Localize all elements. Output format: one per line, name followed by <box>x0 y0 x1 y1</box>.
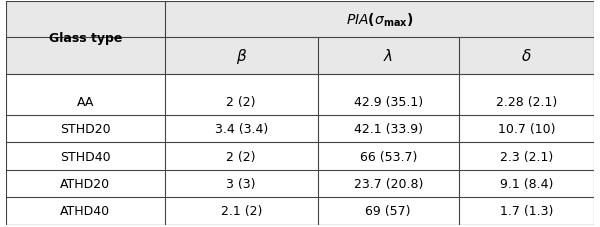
Text: 2.3 (2.1): 2.3 (2.1) <box>500 150 553 163</box>
Text: $\mathbf{\mathit{PIA}}$$\mathbf{(}$$\sigma$$_{\mathbf{max}}$$\mathbf{)}$: $\mathbf{\mathit{PIA}}$$\mathbf{(}$$\sig… <box>346 11 413 29</box>
Bar <box>6 2 594 74</box>
Text: $\delta$: $\delta$ <box>521 48 532 64</box>
Text: 3 (3): 3 (3) <box>226 177 256 190</box>
Text: 9.1 (8.4): 9.1 (8.4) <box>500 177 553 190</box>
Text: 23.7 (20.8): 23.7 (20.8) <box>353 177 423 190</box>
Text: $\beta$: $\beta$ <box>236 47 247 65</box>
Text: AA: AA <box>77 95 94 108</box>
Text: STHD20: STHD20 <box>60 123 110 136</box>
Text: ATHD20: ATHD20 <box>61 177 110 190</box>
Text: 2 (2): 2 (2) <box>226 95 256 108</box>
Text: Glass type: Glass type <box>49 32 122 45</box>
Text: 3.4 (3.4): 3.4 (3.4) <box>215 123 268 136</box>
Text: 1.7 (1.3): 1.7 (1.3) <box>500 205 553 217</box>
Text: 10.7 (10): 10.7 (10) <box>497 123 555 136</box>
Text: 69 (57): 69 (57) <box>365 205 411 217</box>
Text: ATHD40: ATHD40 <box>61 205 110 217</box>
Text: 2 (2): 2 (2) <box>226 150 256 163</box>
Bar <box>6 2 594 74</box>
Text: 66 (53.7): 66 (53.7) <box>359 150 417 163</box>
Text: 42.1 (33.9): 42.1 (33.9) <box>354 123 422 136</box>
Text: 2.1 (2): 2.1 (2) <box>221 205 262 217</box>
Text: $\lambda$: $\lambda$ <box>383 48 393 64</box>
Text: 42.9 (35.1): 42.9 (35.1) <box>353 95 423 108</box>
Text: 2.28 (2.1): 2.28 (2.1) <box>496 95 557 108</box>
Text: STHD40: STHD40 <box>60 150 110 163</box>
